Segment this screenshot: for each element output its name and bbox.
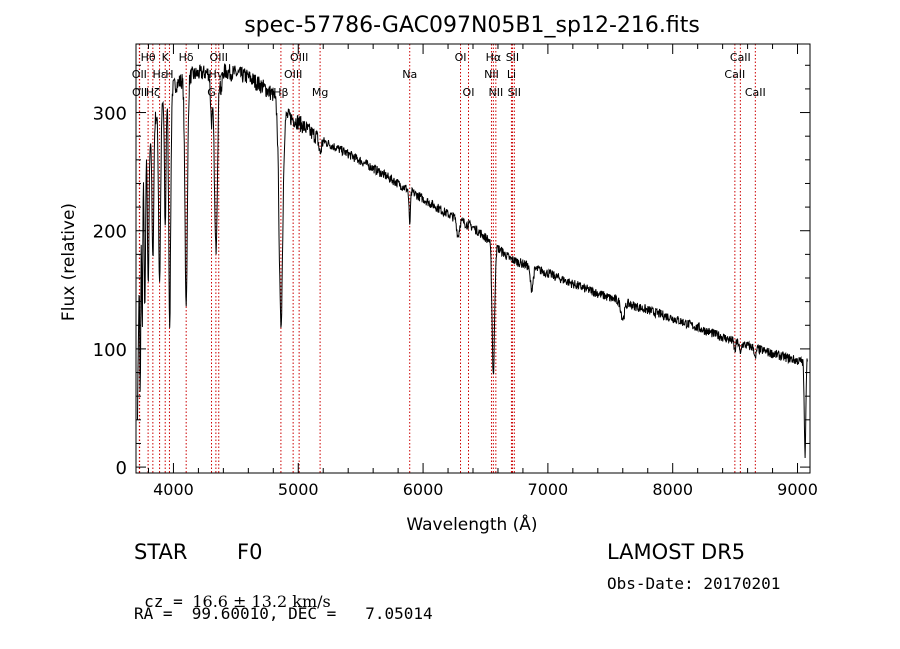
x-tick-label: 7000	[528, 480, 569, 499]
x-tick-label: 8000	[652, 480, 693, 499]
spectrum-line	[137, 63, 808, 459]
line-marker-label: SII	[508, 86, 521, 99]
line-marker-label: Hθ	[141, 51, 156, 64]
line-markers	[138, 44, 756, 473]
line-marker-label: OII	[132, 68, 147, 81]
line-marker-label: OI	[463, 86, 475, 99]
line-marker-label: K	[162, 51, 170, 64]
line-marker-labels: Hθ K Hδ OIII OIII OI Hα SII CaII OII HεH Hγ OIII Na NI…	[132, 51, 766, 99]
line-marker-label: Hβ	[273, 86, 288, 99]
line-marker-label: Hγ	[208, 68, 223, 81]
line-marker-label: OIII	[290, 51, 308, 64]
line-marker-label: H	[165, 68, 173, 81]
line-marker-label: CaII	[745, 86, 766, 99]
plot-frame	[135, 43, 811, 474]
line-marker-label: NII	[484, 68, 499, 81]
chart-title: spec-57786-GAC097N05B1_sp12-216.fits	[244, 13, 700, 38]
y-tick-label: 300	[93, 104, 127, 125]
x-tick-label: 4000	[153, 480, 194, 499]
x-tick-label: 6000	[403, 480, 444, 499]
x-axis: 4000 5000 6000 7000 8000 9000	[147, 44, 818, 499]
line-marker-label: NII	[488, 86, 503, 99]
line-marker-label: Hε	[152, 68, 166, 81]
x-tick-label: 5000	[278, 480, 319, 499]
line-marker-label: CaII	[730, 51, 751, 64]
obs-date: Obs-Date: 20170201	[607, 574, 781, 593]
y-axis-label: Flux (relative)	[59, 203, 79, 321]
x-axis-label: Wavelength (Å)	[406, 513, 537, 535]
line-marker-label: Li	[507, 68, 516, 81]
line-marker-label: OI	[455, 51, 467, 64]
y-tick-label: 100	[93, 340, 127, 361]
object-class: STAR	[134, 540, 188, 564]
line-marker-label: Hα	[486, 51, 502, 64]
line-marker-label: OIII	[284, 68, 302, 81]
coordinates: RA = 99.60010, DEC = 7.05014	[134, 604, 433, 623]
line-marker-label: Hδ	[179, 51, 194, 64]
redshift-info: cz = 16.6 ± 13.2 km/s	[134, 573, 331, 611]
line-marker-label: CaII	[724, 68, 745, 81]
x-tick-label: 9000	[777, 480, 818, 499]
y-axis: 0 100 200 300	[93, 64, 810, 479]
cz-label: cz =	[144, 592, 193, 611]
cz-value: 16.6 ± 13.2 km/s	[192, 592, 331, 611]
y-tick-label: 0	[116, 458, 127, 479]
survey-name: LAMOST DR5	[607, 540, 746, 564]
line-marker-label: OIII	[210, 51, 228, 64]
line-marker-label: G	[207, 86, 216, 99]
line-marker-label: Mg	[312, 86, 328, 99]
object-subclass: F0	[237, 540, 263, 564]
line-marker-label: Na	[402, 68, 417, 81]
y-tick-label: 200	[93, 222, 127, 243]
line-marker-label: Hζ	[146, 86, 160, 99]
line-marker-label: SII	[506, 51, 519, 64]
